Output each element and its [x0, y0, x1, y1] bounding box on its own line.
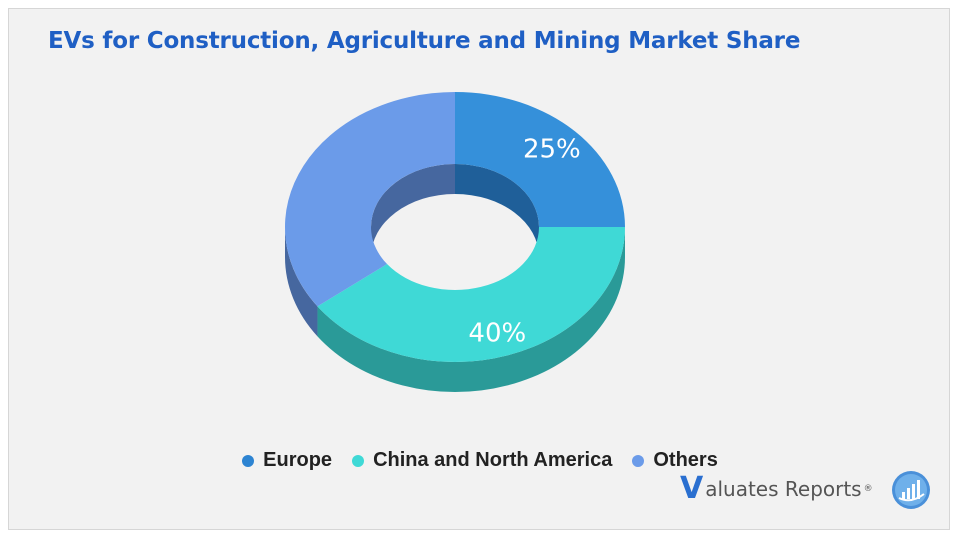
donut-slice-china-and-north-america[interactable] [317, 227, 625, 362]
legend-label-europe: Europe [263, 449, 333, 471]
chart-title: EVs for Construction, Agriculture and Mi… [48, 28, 801, 54]
data-label-china-and-north-america: 40% [468, 319, 526, 349]
donut-inner-wall-europe [455, 164, 539, 257]
donut-labels: 25% 40% [468, 135, 580, 349]
brand-wordmark: V aluates Reports ® [680, 474, 873, 504]
brand-registered-mark: ® [863, 484, 873, 494]
donut-sides [285, 227, 625, 393]
data-label-europe: 25% [523, 135, 581, 165]
legend-item-others[interactable]: Others [632, 449, 718, 472]
donut-side-china-and-north-america [317, 227, 625, 393]
brand-text: aluates Reports [705, 477, 862, 501]
legend-item-europe[interactable]: Europe [242, 449, 332, 472]
legend-dot-others [632, 454, 645, 467]
donut-slice-others[interactable] [284, 92, 455, 307]
donut-slices [284, 92, 625, 362]
legend-item-china-north-america[interactable]: China and North America [352, 449, 612, 472]
donut-inner-walls [371, 164, 539, 257]
legend-dot-europe [242, 454, 255, 467]
legend-label-others: Others [653, 449, 718, 471]
brand-initial: V [680, 471, 704, 506]
valuates-chart-logo-icon [892, 471, 930, 509]
legend-dot-china-north-america [352, 454, 365, 467]
legend-label-china-north-america: China and North America [373, 449, 613, 471]
donut-inner-wall-others [371, 164, 455, 257]
donut-slice-europe[interactable] [455, 92, 625, 227]
chart-legend: Europe China and North America Others [0, 449, 960, 472]
donut-side-others [285, 227, 318, 337]
